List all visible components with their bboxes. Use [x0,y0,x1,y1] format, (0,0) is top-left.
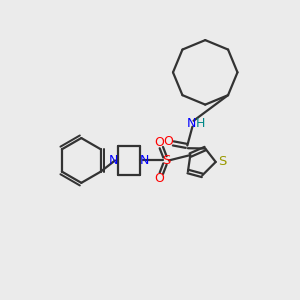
Text: O: O [154,136,164,149]
Text: O: O [154,172,164,185]
Text: N: N [140,154,150,167]
Text: O: O [163,135,173,148]
Text: S: S [218,155,226,168]
Text: S: S [162,154,170,167]
Text: H: H [196,117,206,130]
Text: N: N [187,117,196,130]
Text: N: N [109,154,118,167]
